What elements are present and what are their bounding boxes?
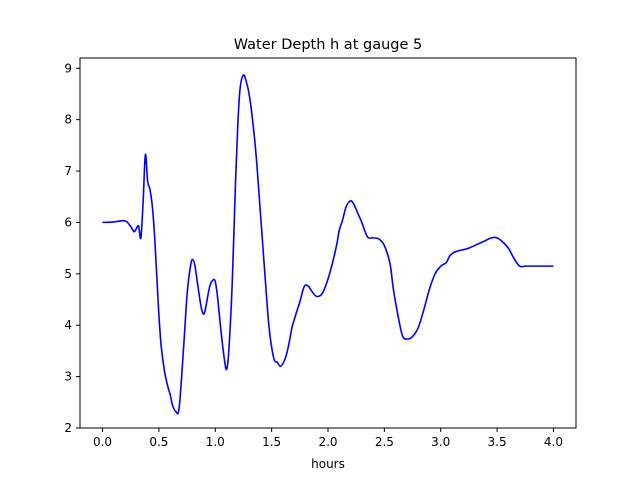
x-tick-label: 2.5: [375, 435, 394, 449]
x-tick-label: 0.0: [93, 435, 112, 449]
y-tick-label: 9: [64, 61, 72, 75]
y-tick-label: 7: [64, 164, 72, 178]
x-axis-label: hours: [311, 457, 345, 471]
x-axis: 0.0 0.5 1.0 1.5 2.0 2.5 3.0 3.5 4.0: [93, 428, 563, 449]
x-tick-label: 2.0: [318, 435, 337, 449]
x-tick-label: 3.5: [488, 435, 507, 449]
x-tick-label: 4.0: [544, 435, 563, 449]
y-axis: 2 3 4 5 6 7 8 9: [64, 61, 80, 435]
plot-area: [102, 74, 554, 415]
x-tick-label: 1.5: [262, 435, 281, 449]
series-line: [102, 74, 554, 415]
y-tick-label: 6: [64, 215, 72, 229]
x-tick-label: 1.0: [206, 435, 225, 449]
x-tick-label: 3.0: [431, 435, 450, 449]
x-tick-label: 0.5: [149, 435, 168, 449]
y-tick-label: 2: [64, 421, 72, 435]
y-tick-label: 3: [64, 370, 72, 384]
y-tick-label: 8: [64, 113, 72, 127]
y-tick-label: 5: [64, 267, 72, 281]
chart-title: Water Depth h at gauge 5: [234, 37, 422, 53]
plot-frame: [79, 57, 577, 429]
y-tick-label: 4: [64, 318, 72, 332]
